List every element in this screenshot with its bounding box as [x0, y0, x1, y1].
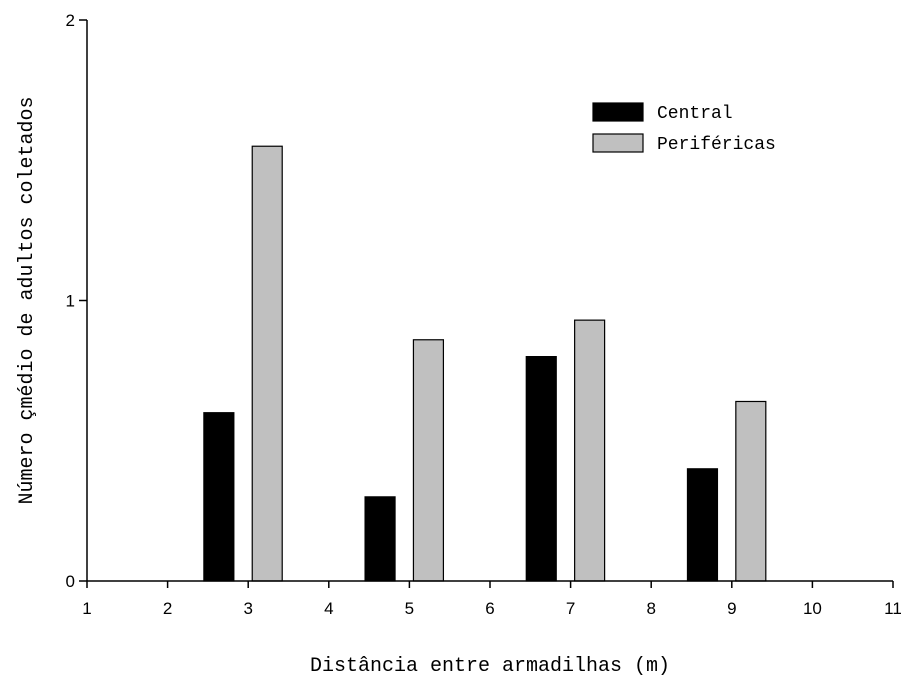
x-tick-label: 11 — [884, 599, 902, 618]
y-axis-label: Número çmédio de adultos coletados — [16, 96, 39, 504]
x-tick-label: 1 — [82, 599, 91, 618]
bar-central-3 — [203, 412, 235, 582]
x-tick-label: 4 — [324, 599, 333, 618]
legend-label-perifericas: Periféricas — [657, 135, 776, 155]
x-tick-label: 3 — [243, 599, 252, 618]
x-axis-label: Distância entre armadilhas (m) — [310, 655, 670, 678]
bar-central-7 — [525, 356, 557, 582]
legend-label-central: Central — [657, 104, 733, 124]
bar-perifericas-3 — [251, 145, 283, 582]
legend-swatch-perifericas — [592, 133, 644, 153]
legend-swatch-central — [592, 102, 644, 122]
y-tick-label: 1 — [66, 292, 75, 311]
bar-perifericas-7 — [574, 319, 606, 582]
x-tick-label: 2 — [163, 599, 172, 618]
y-tick-label: 0 — [66, 572, 75, 591]
x-tick-label: 6 — [485, 599, 494, 618]
bar-perifericas-5 — [412, 339, 445, 582]
y-ticks-group: 0 1 2 — [66, 11, 87, 591]
bar-central-5 — [364, 496, 396, 582]
legend: Central Periféricas — [592, 102, 776, 155]
x-tick-label: 9 — [727, 599, 736, 618]
x-tick-label: 10 — [803, 599, 822, 618]
y-tick-label: 2 — [66, 11, 75, 30]
x-tick-label: 8 — [646, 599, 655, 618]
x-tick-label: 7 — [566, 599, 575, 618]
bars-group — [203, 145, 767, 582]
bar-central-9 — [686, 468, 719, 582]
x-ticks-group: 1 2 3 4 5 6 7 8 9 10 11 — [82, 581, 902, 618]
x-tick-label: 5 — [405, 599, 414, 618]
bar-perifericas-9 — [735, 400, 767, 582]
